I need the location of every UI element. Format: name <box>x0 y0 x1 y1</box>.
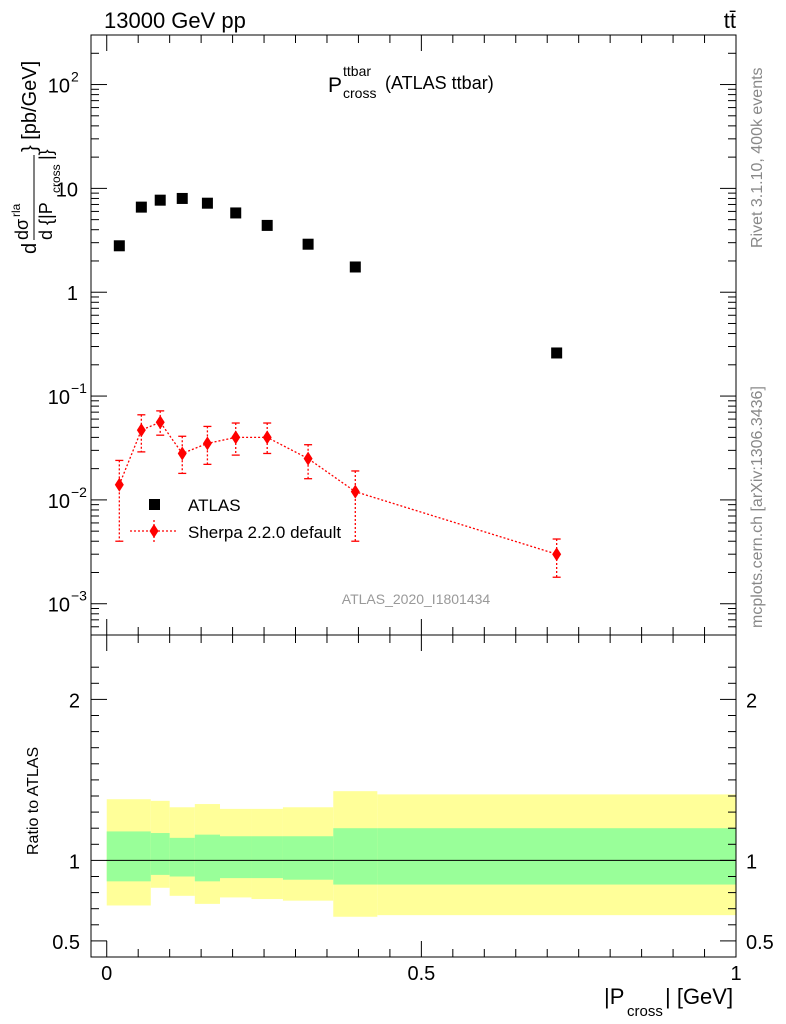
y-tick-label-exp: 2 <box>71 69 79 85</box>
legend: ATLAS Sherpa 2.2.0 default <box>130 496 341 542</box>
y-tick-label: 10 −2 <box>48 484 87 513</box>
plot-title-suffix: (ATLAS ttbar) <box>385 73 494 93</box>
ratio-band-inner <box>169 837 195 877</box>
atlas-series <box>113 192 563 359</box>
main-y-axis-label: d dσ rla d {|P cross |} } [pb/GeV] <box>9 61 63 254</box>
y-tick-label-base: 10 <box>48 387 70 409</box>
y-tick-label: 10 −1 <box>48 380 87 409</box>
ratio-tick-labels: 0.5 0.51 12 20 0.5 1 <box>52 690 774 985</box>
y-tick-label-base: 10 <box>48 76 70 98</box>
y-tick-label-base: 10 <box>56 179 78 201</box>
ratio-y-tick-label-left: 1 <box>69 851 80 873</box>
plot-title-main: P <box>328 74 342 97</box>
sherpa-point <box>177 446 187 461</box>
ratio-band-inner <box>220 836 252 879</box>
sherpa-point <box>262 430 272 445</box>
sherpa-point <box>350 484 360 499</box>
ratio-band-inner <box>194 834 220 882</box>
atlas-point <box>349 261 361 273</box>
ratio-y-tick-label-left: 0.5 <box>52 932 80 954</box>
ratio-band-inner <box>333 828 378 885</box>
x-tick-label: 0 <box>101 963 112 985</box>
atlas-point <box>551 347 563 359</box>
ratio-y-tick-label-right: 2 <box>746 690 757 712</box>
atlas-point <box>261 219 273 231</box>
ratio-bands <box>106 791 736 917</box>
y-tick-label: 10 <box>56 179 78 201</box>
ylabel-num: dσ <box>12 219 32 240</box>
sherpa-point <box>303 451 313 466</box>
ratio-y-axis-label: Ratio to ATLAS <box>25 747 42 855</box>
x-axis-label: |P cross | [GeV] <box>604 984 733 1020</box>
process-label: tt̄ <box>724 8 736 33</box>
energy-label: 13000 GeV pp <box>104 8 246 33</box>
ratio-y-tick-label-right: 1 <box>746 851 757 873</box>
legend-sherpa-marker <box>149 524 159 538</box>
atlas-point <box>154 194 166 206</box>
main-ticks <box>91 34 737 636</box>
y-tick-label-exp: −3 <box>71 588 87 604</box>
y-tick-label: 1 <box>67 283 78 305</box>
y-tick-label-exp: −1 <box>71 380 87 396</box>
y-tick-label: 10 2 <box>48 69 79 98</box>
ratio-band-inner <box>251 836 283 879</box>
y-tick-label: 10 −3 <box>48 588 87 617</box>
sherpa-point <box>114 477 124 492</box>
plot-title-sup: ttbar <box>343 63 371 79</box>
ylabel-den-sub: cross <box>49 164 63 193</box>
plot-title: P <box>328 74 342 97</box>
ratio-y-tick-label-left: 2 <box>69 690 80 712</box>
legend-atlas-marker <box>149 499 160 510</box>
atlas-point <box>201 197 213 209</box>
mcplots-label: mcplots.cern.ch [arXiv:1306.3436] <box>749 386 766 628</box>
y-tick-label-base: 10 <box>48 491 70 513</box>
ratio-ticks <box>91 635 737 957</box>
y-tick-label-base: 10 <box>48 595 70 617</box>
sherpa-point <box>155 415 165 430</box>
sherpa-point <box>202 436 212 451</box>
x-tick-label: 0.5 <box>407 963 435 985</box>
ylabel-d: d <box>19 243 41 254</box>
xlabel-main: |P <box>604 984 624 1009</box>
atlas-point <box>176 192 188 204</box>
sherpa-point <box>231 430 241 445</box>
sherpa-line <box>118 421 557 555</box>
atlas-point <box>135 201 147 213</box>
ylabel-num-sup: rla <box>9 203 23 217</box>
ratio-band-inner <box>150 833 170 875</box>
sherpa-point <box>136 423 146 438</box>
xlabel-suffix: | [GeV] <box>665 984 733 1009</box>
ylabel-unit: } [pb/GeV] <box>19 61 41 152</box>
ylabel-den-end: |} <box>36 149 56 160</box>
sherpa-point <box>552 547 562 562</box>
ylabel-den: d {|P <box>36 202 56 240</box>
xlabel-sub: cross <box>627 1003 663 1020</box>
y-tick-label-base: 1 <box>67 283 78 305</box>
ratio-band-inner <box>282 836 334 880</box>
ratio-panel: 0.5 0.51 12 20 0.5 1 Ratio to ATLAS |P cross … <box>25 634 774 1020</box>
atlas-point <box>230 207 242 219</box>
x-tick-label: 1 <box>730 963 741 985</box>
legend-sherpa-label: Sherpa 2.2.0 default <box>188 523 341 542</box>
plot-title-sub: cross <box>343 85 376 101</box>
ratio-y-tick-label-right: 0.5 <box>746 932 774 954</box>
ratio-band-inner <box>377 828 736 885</box>
analysis-id: ATLAS_2020_I1801434 <box>342 591 491 607</box>
sherpa-series <box>114 410 562 578</box>
atlas-point <box>302 238 314 250</box>
y-tick-label-exp: −2 <box>71 484 87 500</box>
rivet-label: Rivet 3.1.10, 400k events <box>749 67 766 248</box>
legend-atlas-label: ATLAS <box>188 496 241 515</box>
ratio-band-inner <box>106 831 151 882</box>
atlas-point <box>113 240 125 252</box>
main-panel-frame <box>90 34 737 636</box>
